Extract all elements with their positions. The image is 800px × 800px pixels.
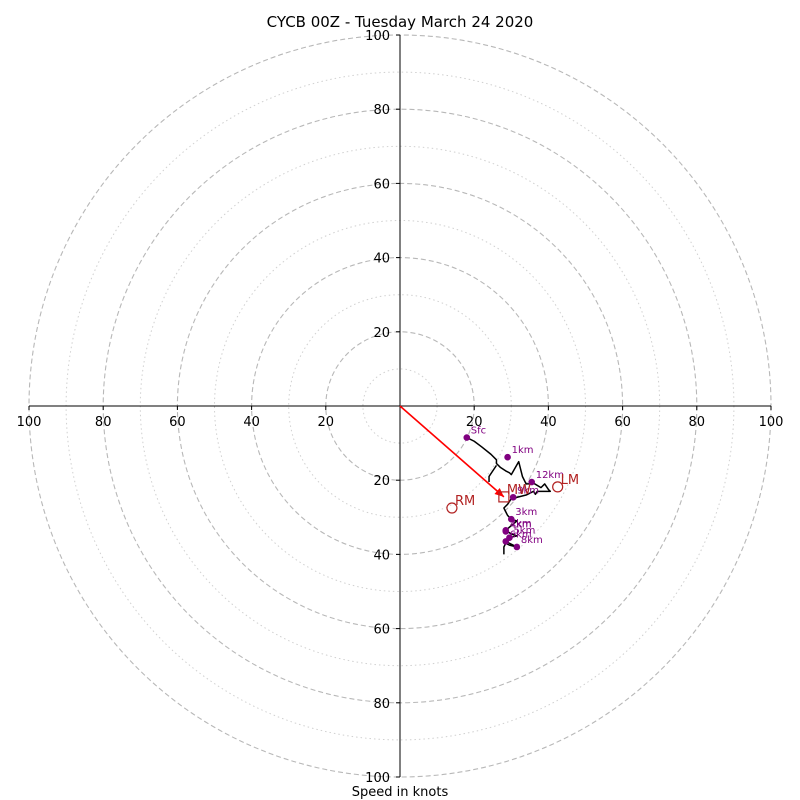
height-label-5km: 5km xyxy=(513,526,535,537)
x-axis-label: Speed in knots xyxy=(352,785,449,800)
height-label-3km: 3km xyxy=(515,507,537,518)
tick-labels: 100 80 60 40 20 20 40 60 80 100 100 80 60 40 20 20 40 60 8… xyxy=(17,29,784,786)
x-tick-label: 40 xyxy=(540,415,557,430)
storm-marker-MW xyxy=(498,491,510,503)
y-tick-label: 100 xyxy=(365,29,390,44)
hodograph-line xyxy=(466,436,552,555)
x-tick-label: 20 xyxy=(318,415,335,430)
x-tick-label: 40 xyxy=(243,415,260,430)
height-label-12km: 12km xyxy=(536,470,564,481)
x-tick-label: 80 xyxy=(95,415,112,430)
x-tick-label: 60 xyxy=(614,415,631,430)
height-label-8km: 8km xyxy=(521,535,543,546)
y-tick-label: 80 xyxy=(373,103,390,118)
y-tick-label: 100 xyxy=(365,771,390,786)
height-marker-9km xyxy=(509,493,517,501)
height-label-6km: 6km xyxy=(510,529,532,540)
y-tick-label: 40 xyxy=(373,548,390,563)
storm-label-LM: LM xyxy=(561,473,579,488)
y-tick-label: 60 xyxy=(373,623,390,638)
x-tick-label: 60 xyxy=(169,415,186,430)
height-label-1km: 1km xyxy=(512,445,534,456)
height-label-7km: 7km xyxy=(510,518,532,529)
y-tick-label: 40 xyxy=(373,252,390,267)
height-marker-3km xyxy=(508,515,515,523)
height-marker-1km xyxy=(504,453,511,461)
hodograph-trace xyxy=(466,436,552,555)
height-marker-Sfc xyxy=(463,434,471,441)
height-marker-12km xyxy=(528,478,536,486)
height-label-Sfc: Sfc xyxy=(471,426,486,437)
chart-title: CYCB 00Z - Tuesday March 24 2020 xyxy=(267,13,534,31)
storm-label-RM: RM xyxy=(455,494,475,509)
storm-motion-markers: RM MW LM xyxy=(446,473,579,514)
storm-marker-RM xyxy=(446,502,458,514)
shear-vector-line xyxy=(399,405,505,498)
x-tick-label: 80 xyxy=(689,415,706,430)
x-tick-label: 100 xyxy=(17,415,42,430)
x-tick-label: 100 xyxy=(759,415,784,430)
y-tick-label: 20 xyxy=(373,474,390,489)
height-label-4km: 4km xyxy=(510,519,532,530)
height-marker-6km xyxy=(502,538,510,545)
height-marker-8km xyxy=(513,543,521,551)
hodograph-connector xyxy=(488,464,498,483)
height-marker-4km xyxy=(502,528,510,535)
y-tick-label: 20 xyxy=(373,326,390,341)
storm-label-MW: MW xyxy=(507,483,531,498)
y-tick-label: 60 xyxy=(373,177,390,192)
x-tick-label: 20 xyxy=(466,415,483,430)
height-label-9km: 9km xyxy=(517,485,539,496)
storm-marker-LM xyxy=(552,481,564,493)
y-tick-label: 80 xyxy=(373,697,390,712)
